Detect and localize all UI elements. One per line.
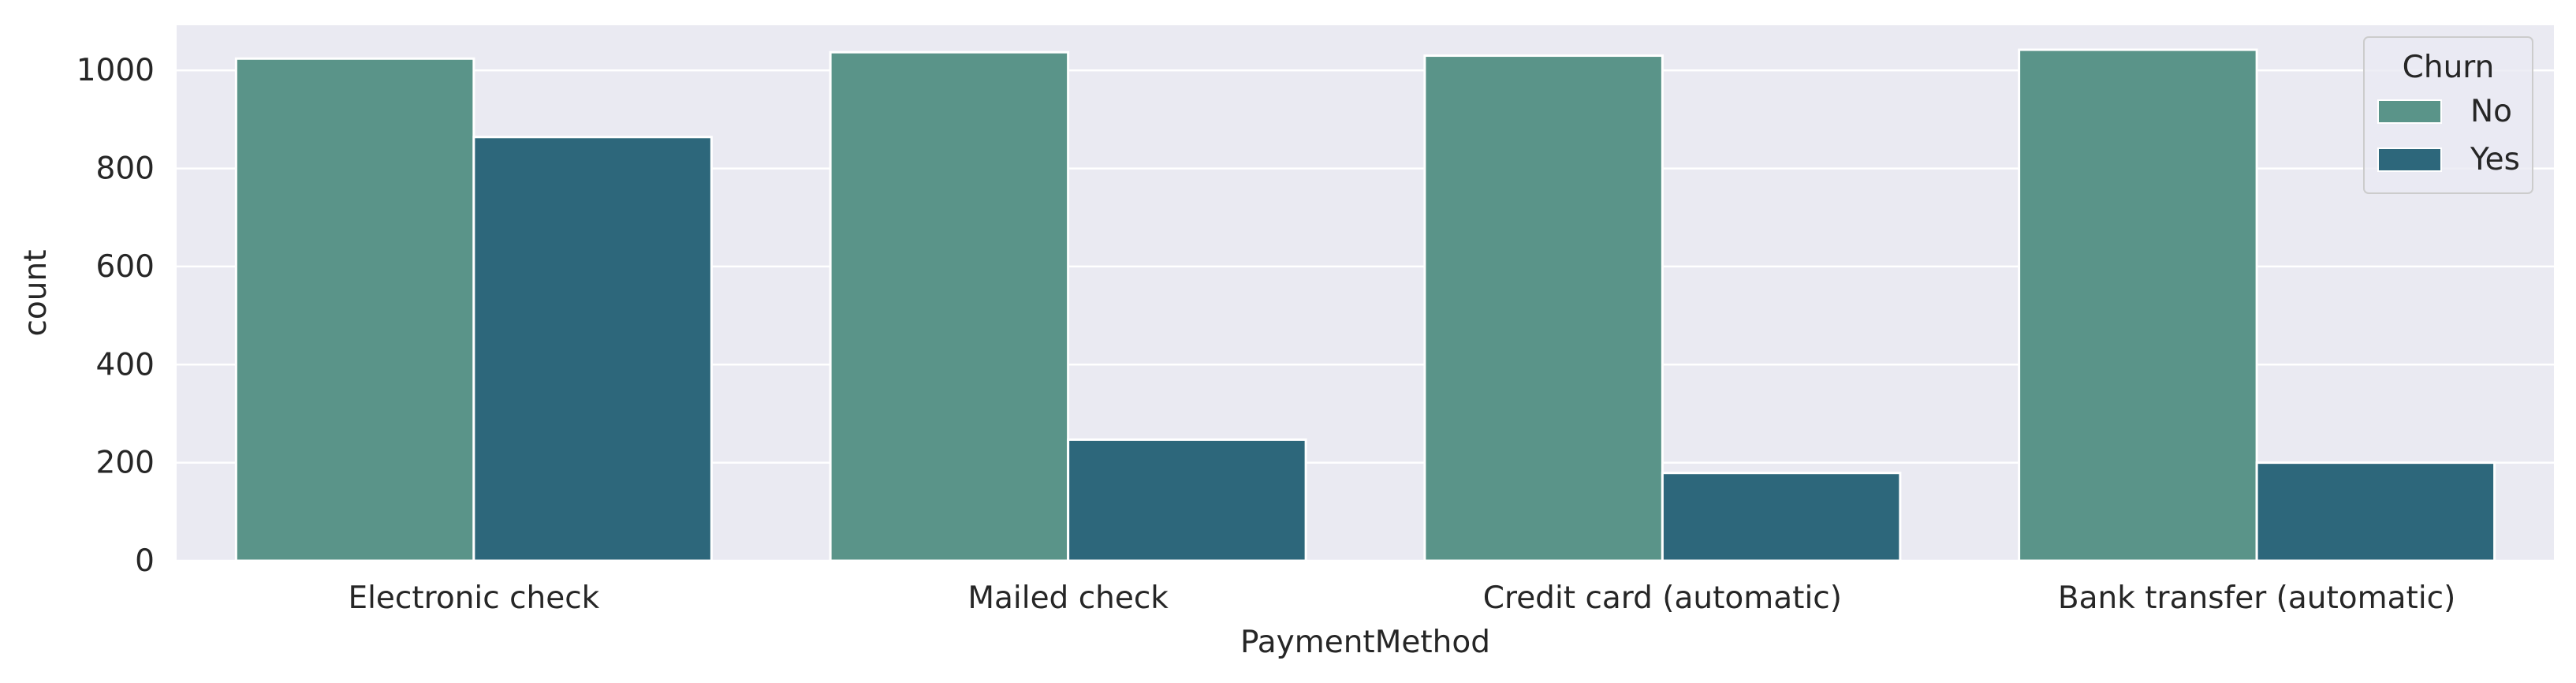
bar-yes-2 — [1067, 438, 1307, 562]
legend-swatch-no — [2377, 99, 2442, 124]
y-tick-label: 600 — [96, 249, 155, 285]
bar-yes-3 — [1661, 472, 1902, 562]
bar-yes-1 — [472, 136, 713, 562]
x-tick-label: Bank transfer (automatic) — [2058, 580, 2455, 616]
y-axis-label: count — [18, 249, 54, 336]
y-tick-label: 800 — [96, 151, 155, 187]
legend: Churn No Yes — [2363, 36, 2533, 194]
bar-no-3 — [1423, 54, 1664, 562]
legend-swatch-yes — [2377, 147, 2442, 172]
x-tick-label: Credit card (automatic) — [1483, 580, 1842, 616]
y-tick-label: 200 — [96, 446, 155, 481]
y-tick-label: 1000 — [76, 53, 155, 88]
bar-no-1 — [234, 57, 475, 562]
y-tick-label: 0 — [135, 543, 155, 579]
bar-no-2 — [829, 50, 1070, 562]
y-tick-label: 400 — [96, 347, 155, 383]
x-tick-label: Electronic check — [348, 580, 599, 616]
legend-label-no: No — [2470, 94, 2512, 129]
x-tick-label: Mailed check — [967, 580, 1169, 616]
x-tick-labels: Electronic check Mailed check Credit card … — [348, 580, 2455, 616]
legend-label-yes: Yes — [2470, 142, 2520, 177]
x-axis-label: PaymentMethod — [1240, 625, 1490, 660]
y-tick-labels: 0 200 400 600 800 1000 — [76, 53, 155, 579]
bar-yes-4 — [2255, 461, 2496, 562]
bar-no-4 — [2018, 48, 2258, 562]
legend-title: Churn — [2403, 50, 2495, 85]
bars — [234, 48, 2496, 562]
